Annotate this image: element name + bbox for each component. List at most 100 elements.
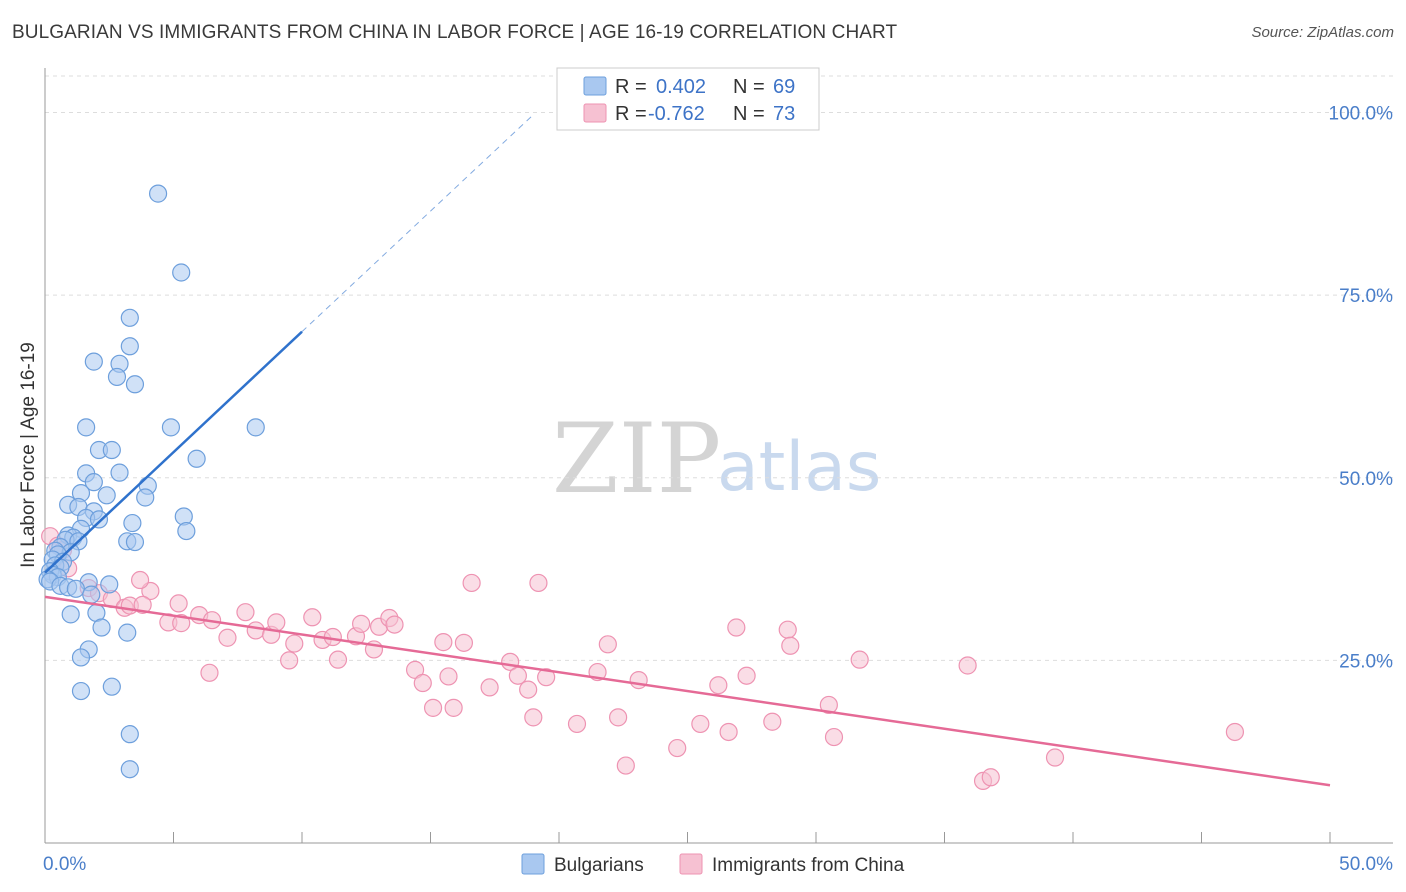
point-china (480, 678, 499, 697)
point-bulgarians (97, 486, 116, 505)
source-credit: Source: ZipAtlas.com (1251, 24, 1394, 41)
point-bulgarians (161, 418, 181, 437)
point-china (727, 618, 746, 637)
point-china (423, 698, 443, 717)
legend-swatch-bulgarians (521, 853, 545, 875)
trend-line-bulgarians (44, 330, 303, 574)
point-bulgarians (102, 440, 121, 460)
point-bulgarians (66, 579, 85, 598)
point-china (236, 603, 255, 622)
point-china (385, 615, 404, 634)
point-bulgarians (120, 725, 139, 744)
point-china (444, 698, 463, 717)
point-bulgarians (84, 473, 103, 492)
point-bulgarians (71, 681, 91, 701)
point-china (719, 722, 738, 742)
gridlines (45, 75, 1393, 661)
legend-n-value-2: 73 (773, 103, 795, 125)
point-bulgarians (82, 585, 101, 604)
point-china (981, 768, 1000, 787)
legend-n-value-1: 69 (773, 76, 795, 98)
y-tick-label: 75.0% (1339, 286, 1393, 307)
trend-line-bulgarians-extension (301, 114, 534, 333)
series-legend: Bulgarians Immigrants from China (521, 853, 905, 876)
point-china (629, 671, 648, 690)
y-tick-label: 50.0% (1339, 469, 1393, 490)
point-china (524, 708, 543, 727)
point-bulgarians (100, 575, 119, 594)
legend-n-label-1: N = (733, 76, 765, 98)
y-tick-labels: 25.0% 50.0% 75.0% 100.0% (1329, 104, 1394, 673)
point-china (280, 651, 299, 670)
legend-label-bulgarians: Bulgarians (554, 855, 644, 876)
trend-lines (44, 114, 1331, 787)
point-china (328, 650, 348, 669)
point-bulgarians (89, 510, 109, 529)
point-china (529, 573, 548, 593)
point-china (616, 756, 635, 775)
point-bulgarians (123, 513, 142, 533)
point-bulgarians (120, 337, 139, 356)
y-tick-label: 100.0% (1329, 104, 1394, 125)
point-bulgarians (246, 418, 265, 437)
point-bulgarians (107, 367, 127, 387)
legend-r-label-2: R = (615, 103, 647, 125)
point-bulgarians (120, 308, 139, 327)
point-china (462, 573, 481, 593)
point-china (172, 614, 191, 633)
point-china (824, 727, 844, 747)
point-china (246, 621, 265, 640)
x-tick-label-max: 50.0% (1339, 854, 1393, 875)
point-bulgarians (71, 648, 91, 667)
point-china (567, 714, 587, 734)
point-china (763, 712, 782, 731)
point-china (434, 633, 453, 652)
point-china (267, 613, 286, 632)
legend-r-value-1: 0.402 (656, 76, 706, 98)
point-china (133, 595, 152, 614)
point-china (519, 680, 538, 699)
series-bulgarians (38, 184, 265, 779)
axes (44, 68, 1393, 844)
trend-line-china (44, 595, 1331, 787)
point-china (781, 636, 800, 655)
point-china (778, 620, 797, 639)
point-bulgarians (77, 418, 96, 437)
point-bulgarians (125, 532, 145, 552)
x-tick-label-min: 0.0% (43, 854, 86, 875)
point-bulgarians (84, 352, 103, 371)
point-bulgarians (172, 263, 191, 282)
point-bulgarians (102, 677, 121, 696)
legend-swatch-pink (583, 103, 607, 123)
point-bulgarians (148, 184, 168, 203)
point-china (668, 738, 687, 758)
point-bulgarians (120, 760, 139, 779)
point-china (709, 676, 728, 695)
point-china (850, 650, 869, 669)
legend-r-value-2: -0.762 (648, 103, 705, 125)
y-tick-label: 25.0% (1339, 651, 1393, 672)
point-china (285, 634, 304, 653)
legend-label-china: Immigrants from China (712, 855, 905, 876)
watermark: ZIP atlas (552, 403, 881, 515)
point-china (958, 656, 977, 675)
chart-title: BULGARIAN VS IMMIGRANTS FROM CHINA IN LA… (12, 22, 898, 43)
point-bulgarians (177, 521, 196, 541)
point-bulgarians (92, 618, 111, 637)
point-china (130, 570, 150, 590)
point-china (537, 668, 556, 687)
point-china (413, 673, 432, 693)
point-china (169, 594, 188, 613)
legend-swatch-china (679, 853, 703, 875)
point-china (737, 666, 756, 685)
point-china (598, 635, 617, 654)
point-bulgarians (136, 488, 155, 507)
point-china (200, 663, 219, 682)
legend-swatch-blue (583, 76, 607, 96)
point-bulgarians (187, 449, 206, 468)
correlation-legend: R = 0.402 N = 69 R = -0.762 N = 73 (556, 67, 820, 131)
watermark-atlas: atlas (717, 428, 881, 507)
point-bulgarians (125, 375, 145, 394)
point-china (352, 614, 371, 633)
watermark-zip: ZIP (552, 403, 721, 515)
